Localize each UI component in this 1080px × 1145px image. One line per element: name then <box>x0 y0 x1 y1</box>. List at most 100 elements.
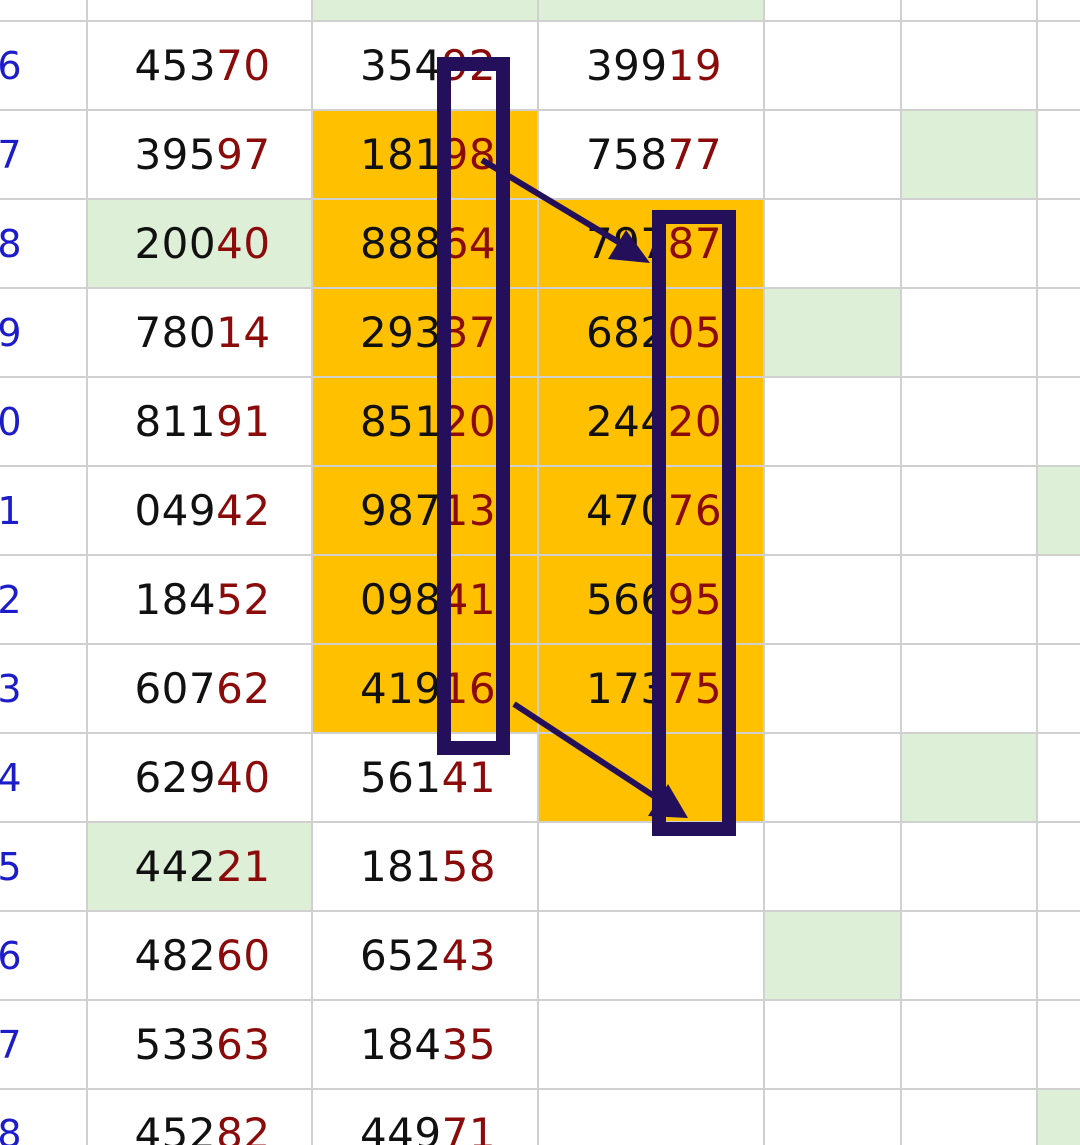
grid-cell[interactable]: 652 43 <box>313 912 539 1001</box>
grid-cell[interactable] <box>765 22 902 111</box>
grid-cell[interactable]: 184 35 <box>313 1001 539 1090</box>
row-index-cell[interactable]: 8 <box>0 200 88 289</box>
grid-cell[interactable] <box>1038 912 1080 1001</box>
grid-cell[interactable] <box>1038 111 1080 200</box>
row-index-cell[interactable] <box>0 0 88 22</box>
grid-cell[interactable] <box>1038 645 1080 734</box>
grid-cell[interactable] <box>1038 200 1080 289</box>
grid-cell[interactable]: 181 58 <box>313 823 539 912</box>
grid-cell[interactable] <box>902 111 1038 200</box>
grid-cell[interactable] <box>765 1090 902 1145</box>
grid-cell[interactable] <box>765 734 902 823</box>
grid-cell[interactable] <box>1038 556 1080 645</box>
grid-cell[interactable] <box>765 200 902 289</box>
grid-cell[interactable] <box>1038 467 1080 556</box>
grid-cell[interactable]: 181 98 <box>313 111 539 200</box>
grid-cell[interactable]: 395 97 <box>88 111 313 200</box>
grid-cell[interactable] <box>539 823 765 912</box>
grid-cell[interactable] <box>88 0 313 22</box>
grid-cell[interactable]: 419 16 <box>313 645 539 734</box>
grid-cell[interactable]: 470 76 <box>539 467 765 556</box>
row-index-cell[interactable]: 8 <box>0 1090 88 1145</box>
grid-cell[interactable]: 449 71 <box>313 1090 539 1145</box>
grid-cell[interactable] <box>539 1090 765 1145</box>
grid-cell[interactable]: 442 21 <box>88 823 313 912</box>
grid-cell[interactable] <box>765 823 902 912</box>
grid-cell[interactable]: 098 41 <box>313 556 539 645</box>
grid-cell[interactable]: 987 13 <box>313 467 539 556</box>
number-leading-digits: 184 <box>359 1020 442 1069</box>
grid-cell[interactable]: 200 40 <box>88 200 313 289</box>
grid-cell[interactable] <box>765 556 902 645</box>
grid-cell[interactable] <box>902 22 1038 111</box>
row-index-cell[interactable]: 5 <box>0 823 88 912</box>
grid-cell[interactable]: 184 52 <box>88 556 313 645</box>
grid-cell[interactable] <box>765 289 902 378</box>
grid-cell[interactable] <box>902 645 1038 734</box>
grid-cell[interactable]: 399 19 <box>539 22 765 111</box>
grid-cell[interactable] <box>539 734 765 823</box>
grid-cell[interactable] <box>902 378 1038 467</box>
grid-cell[interactable]: 682 05 <box>539 289 765 378</box>
grid-cell[interactable] <box>902 200 1038 289</box>
grid-cell[interactable]: 049 42 <box>88 467 313 556</box>
row-index-cell[interactable]: 6 <box>0 22 88 111</box>
grid-cell[interactable] <box>765 378 902 467</box>
grid-cell[interactable] <box>902 734 1038 823</box>
grid-cell[interactable]: 797 87 <box>539 200 765 289</box>
grid-cell[interactable]: 851 20 <box>313 378 539 467</box>
grid-cell[interactable]: 453 70 <box>88 22 313 111</box>
grid-cell[interactable] <box>902 1001 1038 1090</box>
grid-cell[interactable] <box>902 556 1038 645</box>
grid-cell[interactable] <box>765 645 902 734</box>
grid-cell[interactable] <box>539 1001 765 1090</box>
grid-cell[interactable] <box>902 0 1038 22</box>
grid-cell[interactable] <box>765 111 902 200</box>
row-index-cell[interactable]: 9 <box>0 289 88 378</box>
grid-cell[interactable] <box>765 467 902 556</box>
grid-cell[interactable] <box>539 912 765 1001</box>
grid-cell[interactable] <box>902 823 1038 912</box>
grid-cell[interactable]: 533 63 <box>88 1001 313 1090</box>
grid-cell[interactable]: 780 14 <box>88 289 313 378</box>
grid-cell[interactable]: 173 75 <box>539 645 765 734</box>
grid-cell[interactable] <box>902 912 1038 1001</box>
row-index-cell[interactable]: 1 <box>0 467 88 556</box>
grid-cell[interactable] <box>902 467 1038 556</box>
grid-cell[interactable]: 888 64 <box>313 200 539 289</box>
grid-cell[interactable] <box>539 0 765 22</box>
grid-cell[interactable] <box>1038 22 1080 111</box>
grid-cell[interactable]: 293 37 <box>313 289 539 378</box>
grid-cell[interactable]: 244 20 <box>539 378 765 467</box>
grid-cell[interactable]: 629 40 <box>88 734 313 823</box>
grid-cell[interactable] <box>1038 823 1080 912</box>
grid-cell[interactable] <box>765 0 902 22</box>
grid-cell[interactable] <box>902 1090 1038 1145</box>
grid-cell[interactable] <box>1038 0 1080 22</box>
grid-cell[interactable] <box>1038 1090 1080 1145</box>
row-index-cell[interactable]: 7 <box>0 1001 88 1090</box>
grid-cell[interactable]: 561 41 <box>313 734 539 823</box>
grid-cell[interactable] <box>765 1001 902 1090</box>
grid-cell[interactable] <box>1038 289 1080 378</box>
grid-cell[interactable] <box>765 912 902 1001</box>
grid-cell[interactable]: 811 91 <box>88 378 313 467</box>
grid-cell[interactable]: 482 60 <box>88 912 313 1001</box>
grid-cell[interactable] <box>1038 1001 1080 1090</box>
grid-cell[interactable]: 566 95 <box>539 556 765 645</box>
grid-cell[interactable]: 758 77 <box>539 111 765 200</box>
grid-cell[interactable]: 452 82 <box>88 1090 313 1145</box>
grid-cell[interactable] <box>902 289 1038 378</box>
row-index-cell[interactable]: 0 <box>0 378 88 467</box>
grid-cell[interactable] <box>1038 378 1080 467</box>
row-index-cell[interactable]: 7 <box>0 111 88 200</box>
grid-cell[interactable] <box>1038 734 1080 823</box>
grid-cell[interactable]: 607 62 <box>88 645 313 734</box>
grid-cell[interactable] <box>313 0 539 22</box>
row-index-cell[interactable]: 4 <box>0 734 88 823</box>
row-index-cell[interactable]: 2 <box>0 556 88 645</box>
row-index-cell[interactable]: 3 <box>0 645 88 734</box>
row-index-cell[interactable]: 6 <box>0 912 88 1001</box>
grid-cell[interactable]: 354 92 <box>313 22 539 111</box>
number-leading-digits: 888 <box>359 219 442 268</box>
